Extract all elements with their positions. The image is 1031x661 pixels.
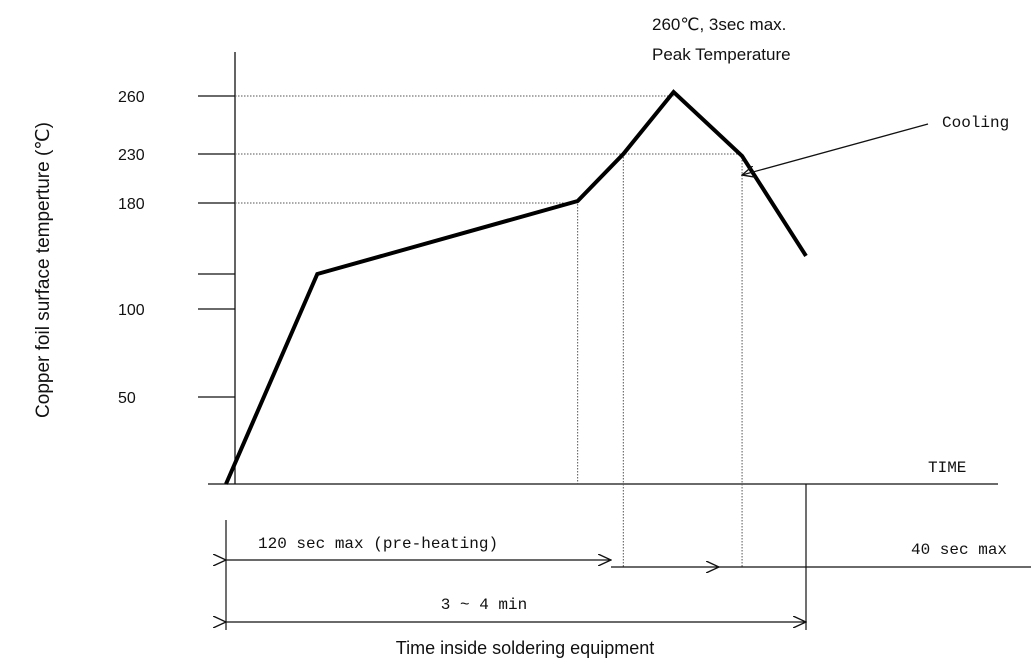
temperature-profile-line [224, 89, 808, 485]
y-tick-label-100: 100 [118, 302, 145, 319]
peak-annotation-line2: Peak Temperature [652, 45, 791, 64]
y-tick-label-50: 50 [118, 390, 136, 407]
y-axis-title: Copper foil surface temperture (℃) [33, 122, 54, 418]
total-time-dimension: 3 ~ 4 min [226, 596, 806, 622]
peak-annotation-line1: 260℃, 3sec max. [652, 15, 786, 34]
x-axis-end-label: TIME [928, 459, 966, 477]
total-time-label: 3 ~ 4 min [441, 596, 527, 614]
x-axis-title: Time inside soldering equipment [396, 638, 654, 658]
cooling-annotation: Cooling [942, 114, 1009, 132]
preheat-label: 120 sec max (pre-heating) [258, 535, 498, 553]
y-ticks: 260 230 180 100 50 [118, 89, 235, 407]
y-tick-label-180: 180 [118, 196, 145, 213]
cool-time-label: 40 sec max [911, 541, 1007, 559]
cooling-arrow [742, 123, 929, 175]
y-tick-label-230: 230 [118, 147, 145, 164]
cooling-time-dimension: 40 sec max [611, 541, 1031, 567]
y-tick-label-260: 260 [118, 89, 145, 106]
reference-lines [235, 95, 743, 568]
preheat-dimension: 120 sec max (pre-heating) [226, 535, 611, 560]
